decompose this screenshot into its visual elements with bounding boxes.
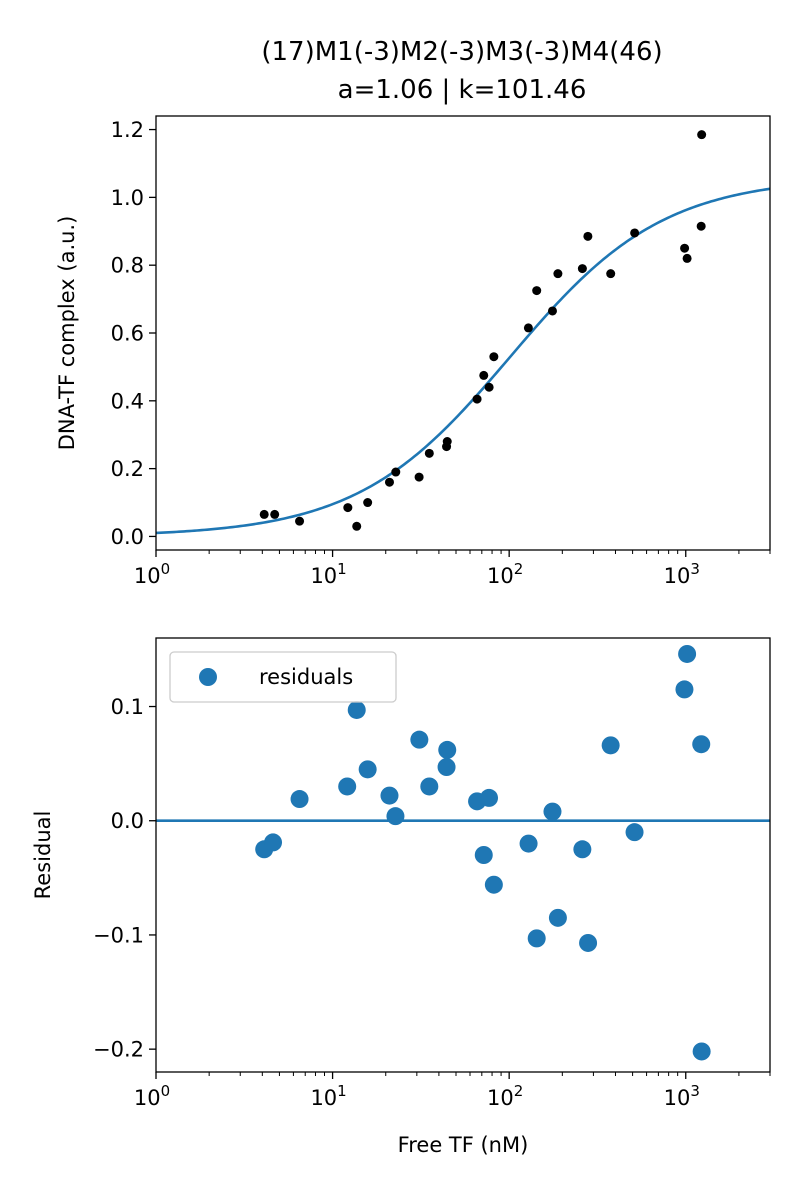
data-point — [343, 503, 353, 513]
data-point — [363, 498, 373, 508]
residual-point — [290, 790, 309, 809]
residual-point — [625, 823, 644, 842]
residual-point — [548, 908, 567, 927]
data-point — [680, 243, 690, 253]
residual-point — [601, 736, 620, 755]
bottom-x-tick-label: 102 — [487, 1082, 523, 1110]
top-x-tick-label: 102 — [487, 560, 523, 588]
bottom-plot-frame — [155, 637, 771, 1073]
legend-frame — [169, 651, 397, 703]
top-x-tick-label: 101 — [310, 560, 346, 588]
data-point — [696, 221, 706, 231]
bottom-y-tick-label: −0.1 — [93, 923, 144, 947]
residual-point — [692, 1042, 711, 1061]
residual-point — [347, 700, 366, 719]
data-point — [270, 509, 280, 519]
top-y-tick-label: 0.6 — [111, 322, 144, 346]
data-points — [259, 130, 707, 531]
data-point — [583, 231, 593, 241]
data-point — [472, 394, 482, 404]
binding-curve-panel: 0.0 0.2 0.4 0.6 0.8 1.0 1.2 100 101 102 103 DNA-TF… — [55, 115, 771, 588]
data-point — [442, 437, 452, 446]
residual-point — [573, 840, 592, 859]
residual-point — [579, 933, 598, 952]
top-y-tick-label: 1.2 — [111, 118, 144, 142]
residuals-panel: −0.2 −0.1 0.0 0.1 100 101 102 103 Residual Free… — [31, 637, 771, 1157]
residual-point — [438, 740, 457, 759]
residual-point — [480, 788, 499, 807]
residual-point — [420, 777, 439, 796]
residual-point — [519, 834, 538, 853]
data-point — [384, 477, 394, 487]
legend-label-residuals: residuals — [259, 665, 353, 689]
bottom-y-tick-label: −0.2 — [93, 1038, 144, 1062]
top-y-tick-label: 0.0 — [111, 525, 144, 549]
chart-title-line2: a=1.06 | k=101.46 — [338, 75, 587, 105]
residual-point — [484, 875, 503, 894]
residual-point — [678, 644, 697, 663]
data-point — [553, 269, 563, 279]
data-point — [489, 352, 499, 362]
bottom-x-tick-label: 101 — [310, 1082, 346, 1110]
top-y-axis-label: DNA-TF complex (a.u.) — [55, 216, 79, 451]
residual-point — [358, 760, 377, 779]
residual-point — [386, 807, 405, 826]
data-point — [606, 269, 616, 279]
data-point — [577, 264, 587, 274]
residual-point — [338, 777, 357, 796]
data-point — [259, 509, 269, 519]
data-point — [630, 228, 640, 238]
bottom-y-tick-label: 0.0 — [111, 809, 144, 833]
data-point — [547, 306, 557, 316]
residual-point — [380, 786, 399, 805]
top-y-tick-label: 0.8 — [111, 254, 144, 278]
residual-points — [255, 644, 711, 1061]
bottom-x-tick-label: 103 — [664, 1082, 700, 1110]
data-point — [352, 521, 362, 531]
data-point — [523, 323, 533, 333]
top-y-tick-label: 0.2 — [111, 457, 144, 481]
chart-title-line1: (17)M1(-3)M2(-3)M3(-3)M4(46) — [261, 37, 662, 67]
bottom-y-axis-label: Residual — [31, 811, 55, 900]
top-x-tick-label: 100 — [134, 560, 170, 588]
data-point — [697, 130, 707, 140]
bottom-x-tick-label: 100 — [134, 1082, 170, 1110]
fit-curve — [156, 187, 770, 535]
residual-point — [437, 758, 456, 777]
data-point — [682, 253, 692, 263]
legend-marker — [199, 668, 217, 686]
data-point — [391, 467, 401, 477]
bottom-x-axis-label: Free TF (nM) — [398, 1133, 529, 1157]
top-x-tick-label: 103 — [664, 560, 700, 588]
residual-point — [675, 680, 694, 699]
residual-point — [264, 833, 283, 852]
residual-point — [543, 802, 562, 821]
residual-point — [527, 929, 546, 948]
top-y-tick-label: 1.0 — [111, 186, 144, 210]
residual-point — [410, 730, 429, 749]
data-point — [479, 370, 489, 380]
top-plot-frame — [155, 115, 771, 551]
residual-point — [474, 846, 493, 864]
bottom-axis-ticks: −0.2 −0.1 0.0 0.1 100 101 102 103 — [93, 695, 771, 1110]
data-point — [532, 286, 542, 296]
residual-point — [692, 735, 711, 754]
data-point — [484, 382, 494, 392]
data-point — [424, 448, 434, 458]
top-y-tick-label: 0.4 — [111, 389, 144, 413]
data-point — [295, 516, 305, 526]
legend: residuals — [169, 651, 397, 703]
bottom-y-tick-label: 0.1 — [111, 695, 144, 719]
top-axis-ticks: 0.0 0.2 0.4 0.6 0.8 1.0 1.2 100 101 102 103 — [111, 118, 771, 588]
data-point — [414, 472, 424, 482]
